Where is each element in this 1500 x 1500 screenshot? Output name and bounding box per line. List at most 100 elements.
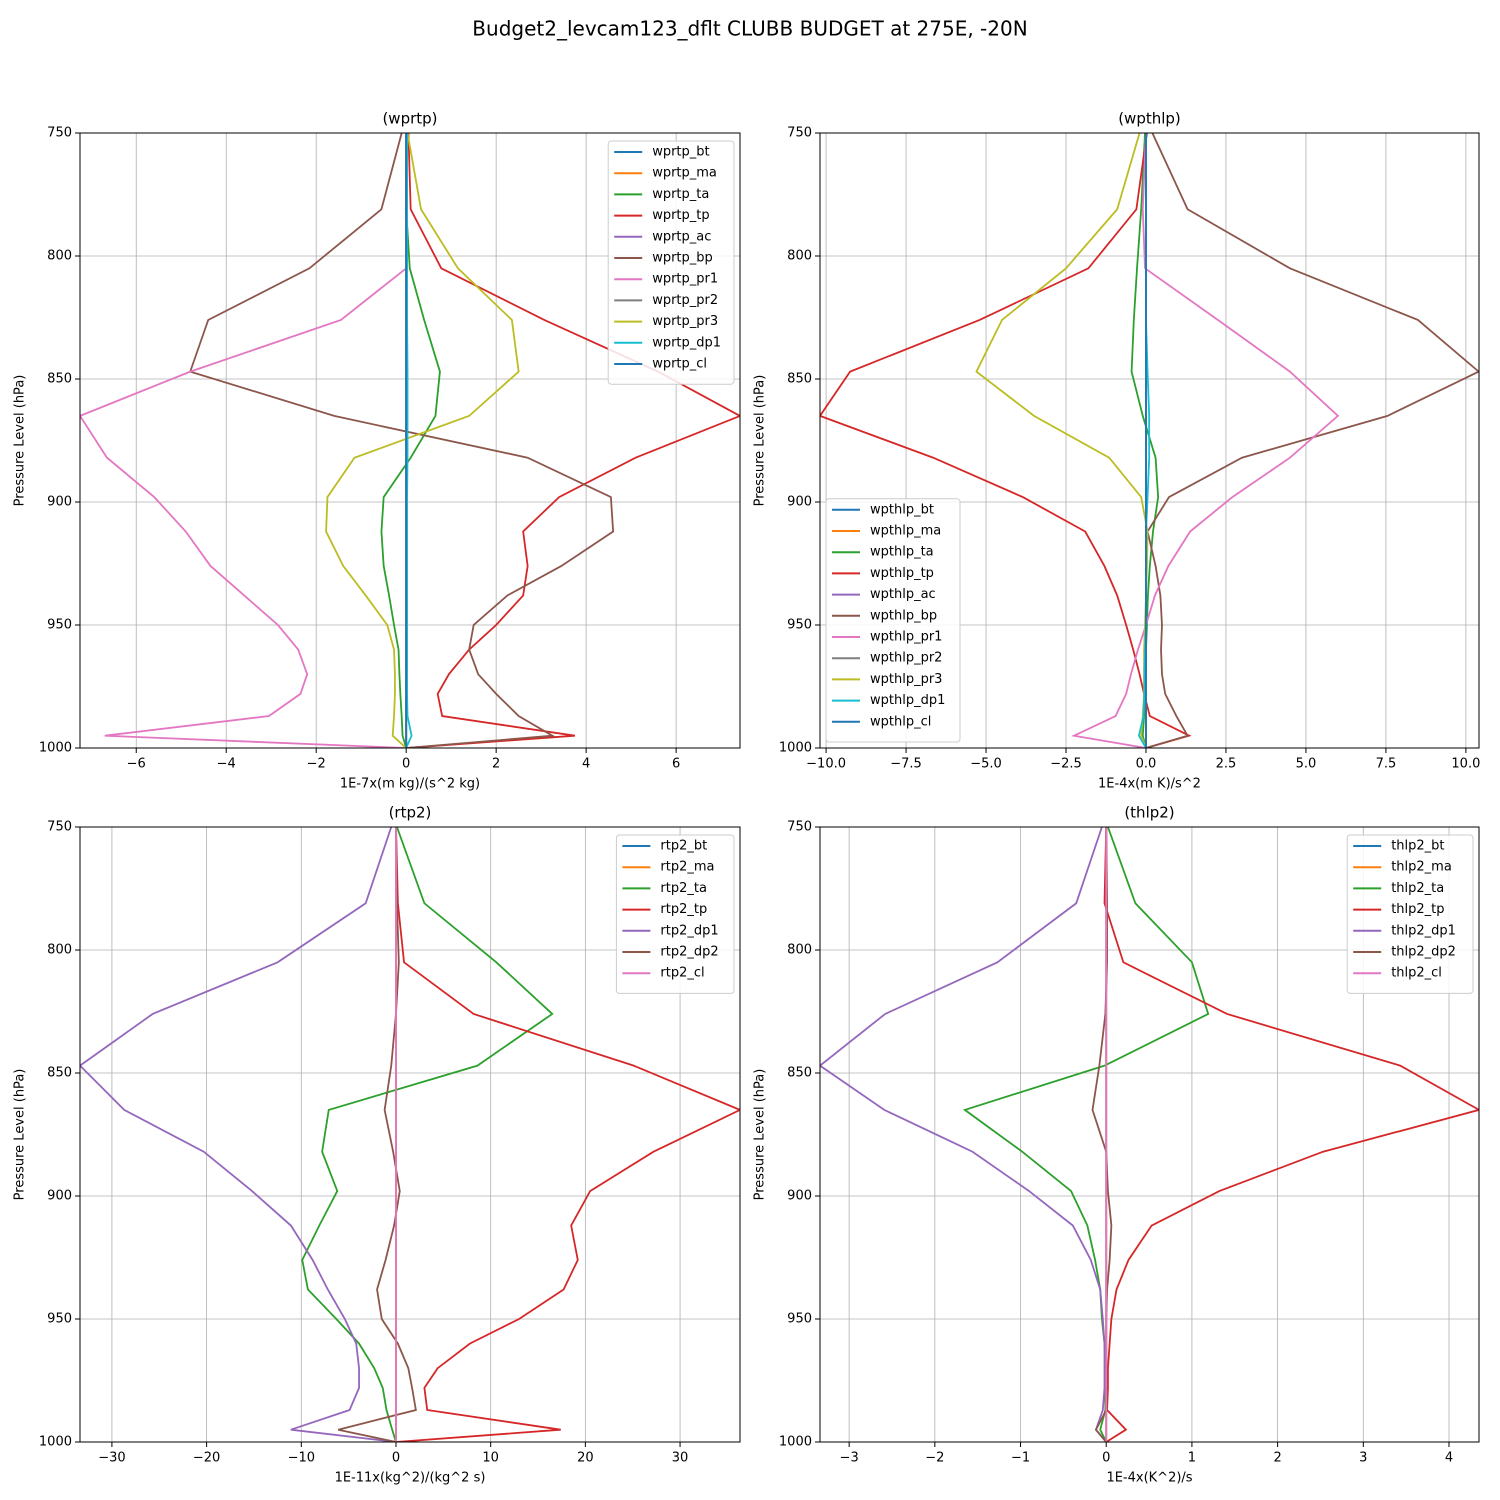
x-tick-label: 3 — [1359, 1451, 1367, 1466]
x-tick-label: 1 — [1188, 1451, 1196, 1466]
x-tick-label: −6 — [127, 757, 146, 772]
x-tick-label: 2 — [492, 757, 500, 772]
series-line — [189, 133, 615, 748]
y-tick-label: 950 — [787, 1312, 812, 1327]
x-tick-label: −4 — [217, 757, 236, 772]
subplot: (rtp2) 1E-11x(kg^2)/(kg^2 s) Pressure Leve… — [13, 804, 741, 1486]
x-tick-label: 30 — [672, 1451, 689, 1466]
y-tick-label: 900 — [47, 1189, 72, 1204]
x-tick-label: −20 — [193, 1451, 220, 1466]
legend-label: wpthlp_bt — [870, 502, 934, 517]
y-tick-label: 900 — [47, 495, 72, 510]
legend-label: thlp2_dp2 — [1391, 945, 1456, 960]
legend-label: wpthlp_dp1 — [870, 693, 945, 708]
subplot-title: (rtp2) — [389, 804, 432, 822]
y-tick-label: 800 — [787, 943, 812, 958]
legend-label: wpthlp_tp — [870, 566, 934, 581]
y-tick-label: 1000 — [39, 741, 72, 756]
series-line — [1145, 133, 1479, 748]
legend-label: rtp2_dp2 — [660, 945, 718, 960]
y-tick-label: 850 — [47, 1066, 72, 1081]
x-tick-label: −10 — [288, 1451, 315, 1466]
legend-label: thlp2_cl — [1391, 966, 1442, 981]
legend-label: wprtp_pr1 — [652, 272, 718, 287]
legend-label: wpthlp_ta — [870, 545, 934, 560]
y-tick-label: 1000 — [779, 741, 812, 756]
legend-label: rtp2_ma — [660, 860, 714, 875]
x-axis-label: 1E-11x(kg^2)/(kg^2 s) — [335, 1471, 486, 1486]
legend-label: wpthlp_pr3 — [870, 672, 942, 687]
x-axis-label: 1E-4x(m K)/s^2 — [1098, 777, 1201, 792]
x-tick-label: −7.5 — [890, 757, 922, 772]
y-tick-label: 750 — [47, 820, 72, 835]
subplot-title: (thlp2) — [1124, 804, 1174, 822]
subplot: (thlp2) 1E-4x(K^2)/s Pressure Level (hPa) −… — [753, 804, 1480, 1486]
x-tick-label: 0.0 — [1136, 757, 1157, 772]
series-line — [1071, 133, 1340, 748]
y-tick-label: 950 — [47, 618, 72, 633]
y-tick-label: 750 — [787, 820, 812, 835]
legend-label: thlp2_bt — [1391, 839, 1444, 854]
legend-label: wpthlp_ac — [870, 587, 936, 602]
y-tick-label: 900 — [787, 495, 812, 510]
series-line — [301, 827, 554, 1442]
series-line — [395, 827, 740, 1442]
series-line — [325, 133, 520, 748]
legend-label: wprtp_pr3 — [652, 314, 718, 329]
x-tick-label: 6 — [672, 757, 680, 772]
y-tick-label: 850 — [47, 372, 72, 387]
x-tick-label: 7.5 — [1376, 757, 1397, 772]
legend-label: thlp2_ma — [1391, 860, 1452, 875]
x-tick-label: −1 — [1011, 1451, 1030, 1466]
subplot: (wprtp) 1E-7x(m kg)/(s^2 kg) Pressure Leve… — [13, 110, 741, 792]
y-tick-label: 750 — [787, 126, 812, 141]
legend-label: thlp2_tp — [1391, 902, 1444, 917]
x-tick-label: −2.5 — [1050, 757, 1082, 772]
x-tick-label: 0 — [392, 1451, 400, 1466]
x-tick-label: −5.0 — [970, 757, 1002, 772]
x-tick-label: 4 — [1445, 1451, 1453, 1466]
y-tick-label: 850 — [787, 1066, 812, 1081]
y-tick-label: 800 — [47, 249, 72, 264]
series-line — [406, 133, 740, 748]
plot-frame — [819, 826, 1480, 1443]
x-tick-label: 2 — [1273, 1451, 1281, 1466]
y-axis-label: Pressure Level (hPa) — [753, 375, 768, 507]
series-line — [380, 133, 441, 748]
y-tick-label: 1000 — [779, 1435, 812, 1450]
legend-label: thlp2_dp1 — [1391, 923, 1456, 938]
x-tick-label: −2 — [307, 757, 326, 772]
series-line — [80, 827, 397, 1442]
y-axis-label: Pressure Level (hPa) — [13, 1069, 28, 1201]
y-tick-label: 850 — [787, 372, 812, 387]
legend-label: wprtp_pr2 — [652, 293, 718, 308]
legend-label: rtp2_tp — [660, 902, 707, 917]
legend-label: wprtp_bp — [652, 251, 713, 266]
legend-label: rtp2_cl — [660, 966, 704, 981]
x-tick-label: −10.0 — [806, 757, 846, 772]
subplot: (wpthlp) 1E-4x(m K)/s^2 Pressure Level (hP… — [753, 110, 1481, 792]
x-tick-label: 4 — [582, 757, 590, 772]
legend-label: wpthlp_bp — [870, 608, 937, 623]
plot-frame — [79, 132, 741, 749]
legend-box — [607, 140, 735, 385]
y-tick-label: 750 — [47, 126, 72, 141]
legend-box — [825, 498, 961, 743]
legend-label: wpthlp_ma — [870, 524, 941, 539]
legend-label: wpthlp_pr2 — [870, 651, 942, 666]
legend-box — [1346, 834, 1474, 994]
legend-label: wprtp_ta — [652, 187, 709, 202]
y-tick-label: 950 — [787, 618, 812, 633]
series-line — [820, 827, 1107, 1442]
legend-label: wpthlp_cl — [870, 714, 931, 729]
x-tick-label: −3 — [840, 1451, 859, 1466]
legend-label: thlp2_ta — [1391, 881, 1444, 896]
x-tick-label: 10 — [482, 1451, 499, 1466]
y-axis-label: Pressure Level (hPa) — [753, 1069, 768, 1201]
x-tick-label: 10.0 — [1451, 757, 1480, 772]
y-tick-label: 1000 — [39, 1435, 72, 1450]
legend-box — [615, 834, 735, 994]
subplot-title: (wprtp) — [382, 110, 437, 128]
